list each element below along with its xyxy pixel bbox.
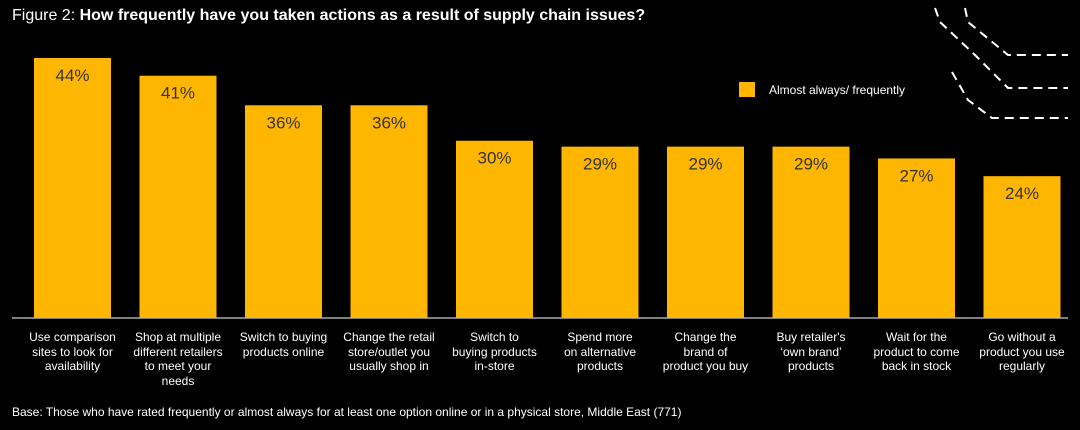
bar-1 (34, 58, 111, 318)
dashed-line (934, 7, 1068, 89)
bar-10 (983, 176, 1061, 318)
category-label: Use comparison sites to look for availabil… (18, 330, 128, 374)
category-label: Shop at multiple different retailers to me… (123, 330, 233, 388)
category-label-line: Go without a (988, 330, 1056, 344)
category-label-line: sites to look for (32, 344, 113, 359)
category-label-line: product to come (873, 344, 960, 359)
category-label: Spend more on alternative products (545, 330, 655, 374)
category-label-line: Spend more (567, 330, 633, 344)
category-label-line: brand of (683, 344, 728, 359)
chart-title: Figure 2: How frequently have you taken … (12, 7, 645, 25)
figure-prefix: Figure 2: (12, 7, 80, 24)
category-label: Go without a product you use regularly (967, 330, 1077, 374)
bar-value-label: 24% (1005, 184, 1039, 203)
bar-value-label: 29% (688, 155, 722, 174)
category-label-line: store/outlet you (347, 344, 431, 359)
bar-2 (139, 75, 217, 319)
bar-value-label: 36% (266, 113, 300, 132)
category-label-line: Wait for the (886, 330, 947, 344)
bar-value-label: 36% (372, 113, 406, 132)
category-label-line: Switch to buying (239, 330, 328, 344)
category-label-line: back in stock (881, 359, 952, 373)
category-label-line: Buy retailer's (776, 330, 846, 344)
category-label-line: Use comparison (29, 330, 116, 344)
category-label-line: needs (161, 373, 195, 388)
figure-title: How frequently have you taken actions as… (79, 7, 646, 24)
category-label-line: different retailers (133, 344, 223, 359)
category-label: Change the brand of product you buy (651, 330, 761, 374)
category-label-line: usually shop in (349, 359, 429, 373)
category-label-line: ‘own brand’ (780, 344, 842, 359)
category-label-line: product you use (979, 344, 1065, 359)
category-label-line: products online (242, 344, 325, 359)
legend-label: Almost always/ frequently (769, 82, 906, 97)
category-label-line: product you buy (662, 359, 749, 373)
category-label-line: products (576, 359, 624, 373)
dashed-decoration (934, 7, 1068, 119)
category-label-line: in-store (474, 359, 515, 373)
category-label-line: Shop at multiple (134, 330, 222, 344)
category-label-line: Switch to (470, 330, 519, 344)
category-label: Buy retailer's ‘own brand’ products (756, 330, 866, 374)
bar-9 (878, 158, 955, 318)
bar-value-label: 27% (899, 166, 933, 185)
dashed-line (964, 7, 1068, 56)
bar-value-label: 29% (794, 155, 828, 174)
category-label-line: Change the (674, 330, 737, 344)
category-label-line: products (787, 359, 835, 373)
category-label: Wait for the product to come back in stock (862, 330, 972, 374)
bar-4 (350, 105, 428, 318)
bar-value-label: 30% (477, 149, 511, 168)
category-label-line: to meet your (144, 359, 212, 373)
category-label-line: on alternative (563, 344, 637, 359)
category-label: Change the retail store/outlet you usually… (334, 330, 444, 374)
legend: Almost always/ frequently (739, 82, 905, 97)
bar-value-label: 41% (161, 84, 195, 103)
bar-6 (561, 146, 639, 318)
bar-value-label: 44% (55, 66, 89, 85)
category-label: Switch to buying products in-store (440, 330, 550, 374)
category-label-line: availability (44, 359, 101, 373)
base-note: Base: Those who have rated frequently or… (12, 405, 682, 419)
category-label-line: Change the retail (343, 330, 435, 344)
dashed-line (951, 71, 1068, 119)
category-label-line: regularly (998, 359, 1046, 373)
category-label-line: buying products (452, 344, 537, 359)
bar-5 (456, 140, 533, 318)
category-label: Switch to buying products online (229, 330, 339, 359)
bar-7 (667, 146, 744, 318)
bar-value-label: 29% (583, 155, 617, 174)
bar-8 (772, 146, 850, 318)
bar-3 (245, 105, 322, 318)
legend-swatch (739, 82, 755, 97)
